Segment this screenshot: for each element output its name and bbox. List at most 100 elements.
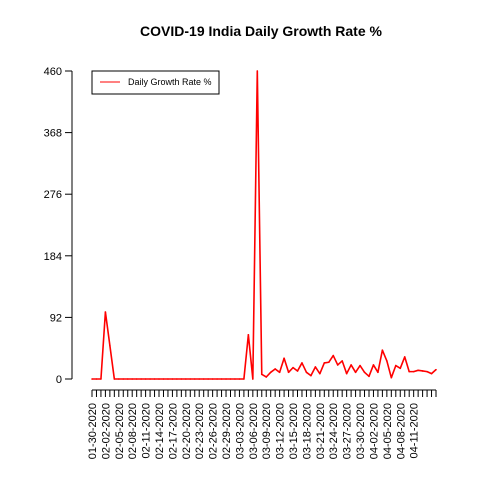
data-point xyxy=(176,378,178,380)
x-tick-label: 02-08-2020 xyxy=(127,403,139,459)
data-point xyxy=(278,371,281,374)
data-point xyxy=(180,378,183,380)
data-point xyxy=(252,378,254,380)
data-point xyxy=(354,371,357,374)
data-point xyxy=(421,370,424,372)
y-tick-label: 92 xyxy=(50,312,62,324)
data-point xyxy=(131,378,134,380)
data-point xyxy=(359,364,361,367)
data-point xyxy=(185,378,187,380)
data-point xyxy=(100,378,102,380)
data-point xyxy=(243,378,245,380)
x-tick-label: 03-09-2020 xyxy=(261,403,273,459)
data-point xyxy=(336,364,339,366)
data-point xyxy=(408,370,410,373)
x-tick-label: 01-30-2020 xyxy=(87,403,99,459)
data-point xyxy=(345,372,348,375)
data-point xyxy=(149,378,151,380)
data-point xyxy=(403,356,406,358)
data-point xyxy=(216,378,218,380)
data-point xyxy=(287,371,290,374)
data-point xyxy=(430,372,433,375)
data-point xyxy=(207,378,209,380)
x-tick-label: 04-05-2020 xyxy=(382,403,394,459)
x-tick-label: 03-30-2020 xyxy=(355,403,367,459)
y-axis: 0 92 184 276 368 460 xyxy=(44,66,73,386)
x-tick-label: 04-02-2020 xyxy=(368,403,380,459)
y-tick-label: 184 xyxy=(44,251,62,263)
data-point xyxy=(140,378,142,380)
data-point xyxy=(211,378,214,380)
data-point xyxy=(305,371,308,374)
data-point xyxy=(363,371,366,374)
y-tick-label: 368 xyxy=(44,128,62,140)
data-point xyxy=(372,364,375,366)
x-tick-label: 02-23-2020 xyxy=(194,403,206,459)
data-point xyxy=(158,378,160,380)
data-point xyxy=(399,367,402,370)
x-tick-label: 04-08-2020 xyxy=(395,403,407,459)
data-point xyxy=(238,378,241,380)
x-tick-label: 03-06-2020 xyxy=(248,403,260,459)
x-tick-label: 03-03-2020 xyxy=(234,403,246,459)
x-tick-label: 03-24-2020 xyxy=(328,403,340,459)
legend: Daily Growth Rate % xyxy=(91,70,220,95)
data-point xyxy=(126,378,129,380)
data-point xyxy=(341,360,343,362)
data-point xyxy=(412,370,415,373)
x-tick-label: 02-26-2020 xyxy=(208,403,220,459)
x-tick-label: 02-20-2020 xyxy=(181,403,193,459)
data-point xyxy=(301,362,303,364)
series-layer xyxy=(91,70,437,380)
data-point xyxy=(256,70,259,72)
data-point xyxy=(323,362,326,364)
data-point xyxy=(198,378,201,380)
data-point xyxy=(260,373,263,376)
data-point xyxy=(435,368,437,371)
data-point xyxy=(319,372,321,375)
y-tick-label: 276 xyxy=(44,189,62,201)
data-point xyxy=(314,366,317,368)
x-tick-label: 02-02-2020 xyxy=(100,403,112,459)
data-point xyxy=(91,378,93,380)
data-point xyxy=(189,378,192,380)
x-tick-label: 02-05-2020 xyxy=(114,403,126,459)
data-point xyxy=(390,376,393,379)
data-point xyxy=(167,378,169,380)
legend-box xyxy=(91,70,220,95)
data-point xyxy=(394,364,397,367)
data-point xyxy=(118,378,120,380)
data-point xyxy=(135,378,138,380)
data-point xyxy=(296,370,299,372)
data-point xyxy=(310,374,312,377)
data-point xyxy=(122,378,125,380)
data-point xyxy=(113,378,116,380)
data-point xyxy=(171,378,174,380)
legend-label: Daily Growth Rate % xyxy=(128,77,212,87)
x-tick-label: 03-15-2020 xyxy=(288,403,300,459)
data-point xyxy=(426,370,428,373)
data-point xyxy=(381,349,384,352)
data-point xyxy=(417,369,419,372)
data-point xyxy=(386,360,388,362)
x-tick-label: 03-27-2020 xyxy=(342,403,354,459)
data-point xyxy=(274,368,276,370)
x-tick-label: 03-18-2020 xyxy=(301,403,313,459)
data-point xyxy=(95,378,98,380)
x-tick-label: 02-29-2020 xyxy=(221,403,233,459)
y-tick-label: 460 xyxy=(44,66,62,78)
data-point xyxy=(247,334,250,336)
data-point xyxy=(350,364,352,366)
x-axis: 01-30-2020 02-02-2020 02-05-2020 02-08-2020… xyxy=(87,389,437,459)
data-point xyxy=(292,366,294,369)
data-point xyxy=(327,361,330,364)
data-point xyxy=(234,378,236,380)
series-line-daily-growth-rate xyxy=(92,70,437,380)
data-point xyxy=(104,311,107,313)
x-tick-label: 03-12-2020 xyxy=(275,403,287,459)
data-point xyxy=(162,378,165,380)
data-point xyxy=(225,378,227,380)
x-tick-label: 03-21-2020 xyxy=(315,403,327,459)
x-tick-label: 04-11-2020 xyxy=(409,403,421,458)
y-tick-label: 0 xyxy=(56,374,62,386)
